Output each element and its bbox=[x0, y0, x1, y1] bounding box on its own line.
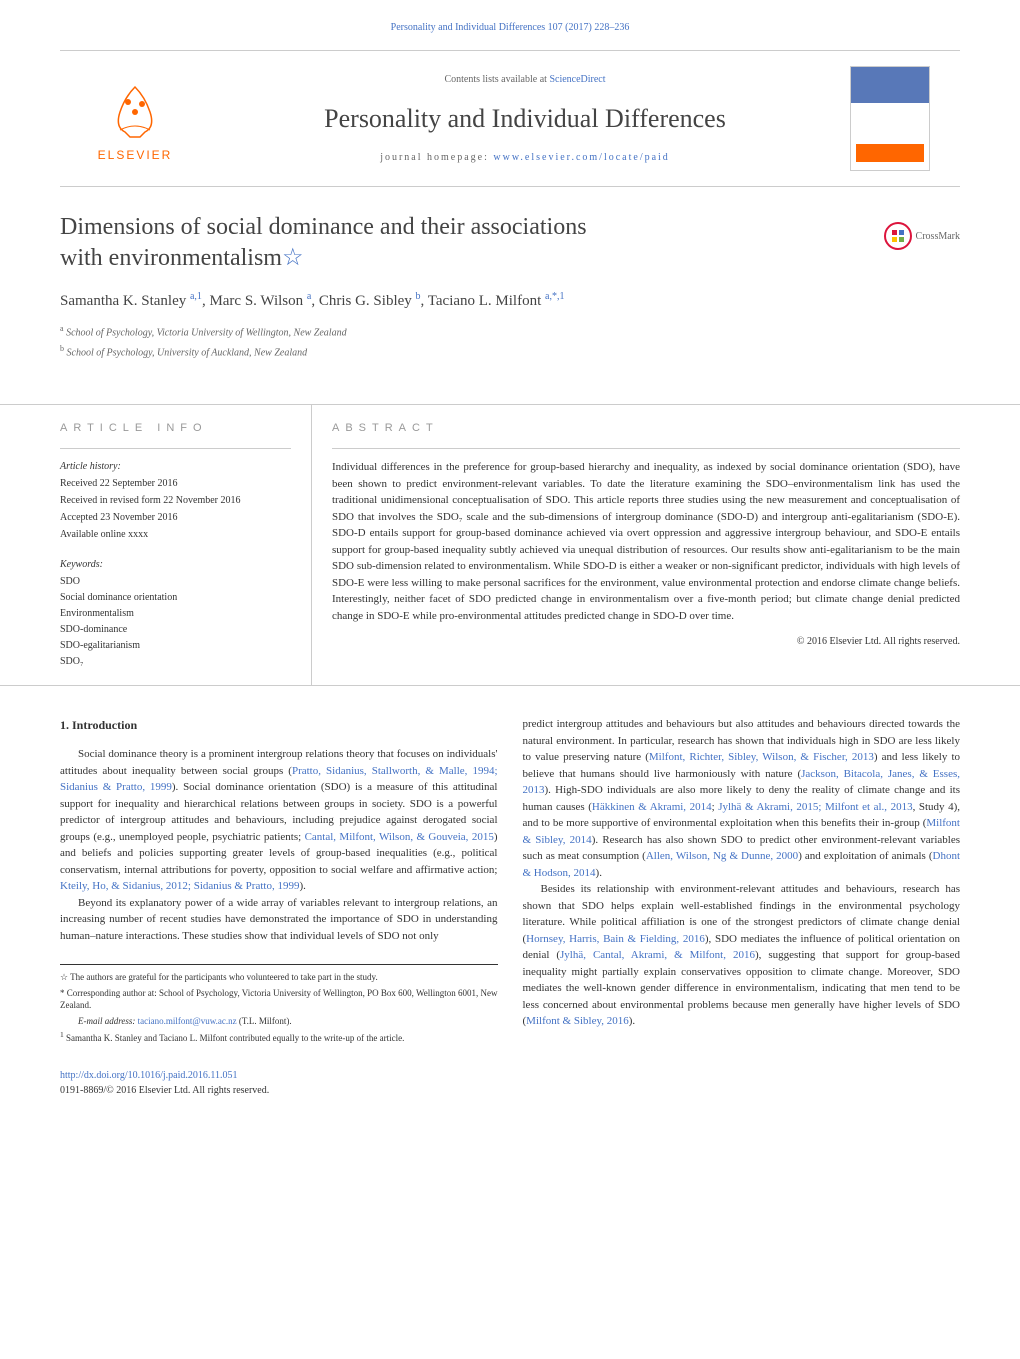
info-abstract-section: article info Article history: Received 2… bbox=[0, 404, 1020, 687]
footnote-1: 1 Samantha K. Stanley and Taciano L. Mil… bbox=[60, 1030, 498, 1045]
running-header: Personality and Individual Differences 1… bbox=[0, 0, 1020, 50]
journal-masthead: ELSEVIER Contents lists available at Sci… bbox=[60, 50, 960, 187]
journal-homepage: journal homepage: www.elsevier.com/locat… bbox=[200, 150, 850, 165]
author3: , Chris G. Sibley bbox=[311, 293, 415, 309]
keyword: SDO-dominance bbox=[60, 622, 291, 637]
abstract-col: abstract Individual differences in the p… bbox=[312, 405, 960, 686]
citation[interactable]: Jylhä & Akrami, 2015; Milfont et al., 20… bbox=[718, 801, 912, 813]
star-note-marker: ☆ bbox=[282, 245, 304, 271]
footnote-corresp: * Corresponding author at: School of Psy… bbox=[60, 987, 498, 1012]
author4: , Taciano L. Milfont bbox=[421, 293, 545, 309]
abstract-copyright: © 2016 Elsevier Ltd. All rights reserved… bbox=[332, 634, 960, 649]
citation[interactable]: Milfont & Sibley, 2016 bbox=[526, 1015, 629, 1027]
sciencedirect-link[interactable]: ScienceDirect bbox=[549, 74, 605, 85]
crossmark-icon bbox=[884, 222, 912, 250]
author2: , Marc S. Wilson bbox=[202, 293, 307, 309]
journal-title: Personality and Individual Differences bbox=[200, 99, 850, 138]
hist-online: Available online xxxx bbox=[60, 527, 291, 542]
keyword: SDO bbox=[60, 574, 291, 589]
section-heading-intro: 1. Introduction bbox=[60, 716, 498, 734]
elsevier-brand: ELSEVIER bbox=[98, 146, 173, 164]
right-column: predict intergroup attitudes and behavio… bbox=[523, 716, 961, 1048]
intro-para1: Social dominance theory is a prominent i… bbox=[60, 746, 498, 895]
hist-revised: Received in revised form 22 November 201… bbox=[60, 493, 291, 508]
fn-email-suffix: (T.L. Milfont). bbox=[237, 1016, 292, 1026]
article-header: CrossMark Dimensions of social dominance… bbox=[0, 212, 1020, 384]
c2p1-f: ) and exploitation of animals ( bbox=[798, 850, 932, 862]
abstract-label: abstract bbox=[332, 420, 960, 437]
left-column: 1. Introduction Social dominance theory … bbox=[60, 716, 498, 1048]
keyword: SDO-egalitarianism bbox=[60, 638, 291, 653]
elsevier-logo: ELSEVIER bbox=[90, 74, 180, 164]
title-line1: Dimensions of social dominance and their… bbox=[60, 214, 587, 240]
author1: Samantha K. Stanley bbox=[60, 293, 190, 309]
intro-para2: Beyond its explanatory power of a wide a… bbox=[60, 895, 498, 945]
abstract-text: Individual differences in the preference… bbox=[332, 459, 960, 624]
citation[interactable]: Allen, Wilson, Ng & Dunne, 2000 bbox=[646, 850, 798, 862]
history-label: Article history: bbox=[60, 459, 291, 474]
homepage-link[interactable]: www.elsevier.com/locate/paid bbox=[493, 152, 669, 163]
c2p2-d: ). bbox=[629, 1015, 635, 1027]
fn-star-text: The authors are grateful for the partici… bbox=[70, 972, 378, 982]
col2-para1: predict intergroup attitudes and behavio… bbox=[523, 716, 961, 881]
authors: Samantha K. Stanley a,1, Marc S. Wilson … bbox=[60, 289, 960, 313]
article-info-col: article info Article history: Received 2… bbox=[60, 405, 312, 686]
fn-corr-text: Corresponding author at: School of Psych… bbox=[60, 988, 498, 1011]
affiliation-b: b School of Psychology, University of Au… bbox=[60, 343, 960, 360]
keywords-label: Keywords: bbox=[60, 557, 291, 572]
fn-email-label: E-mail address: bbox=[78, 1016, 138, 1026]
fn-1-text: Samantha K. Stanley and Taciano L. Milfo… bbox=[66, 1033, 404, 1043]
header-link[interactable]: Personality and Individual Differences 1… bbox=[391, 22, 630, 33]
crossmark-badge[interactable]: CrossMark bbox=[884, 222, 960, 250]
fn-email-link[interactable]: taciano.milfont@vuw.ac.nz bbox=[138, 1016, 237, 1026]
doi-copyright: 0191-8869/© 2016 Elsevier Ltd. All right… bbox=[60, 1083, 960, 1098]
contents-line: Contents lists available at ScienceDirec… bbox=[200, 72, 850, 87]
hist-received: Received 22 September 2016 bbox=[60, 476, 291, 491]
keyword: Social dominance orientation bbox=[60, 590, 291, 605]
keyword: SDO₇ bbox=[60, 654, 291, 669]
author4-sup: a,*,1 bbox=[545, 291, 564, 302]
citation[interactable]: Häkkinen & Akrami, 2014 bbox=[592, 801, 712, 813]
keyword: Environmentalism bbox=[60, 606, 291, 621]
citation[interactable]: Kteily, Ho, & Sidanius, 2012; Sidanius &… bbox=[60, 880, 299, 892]
citation[interactable]: Milfont, Richter, Sibley, Wilson, & Fisc… bbox=[649, 751, 874, 763]
p1-text-d: ). bbox=[299, 880, 305, 892]
footnote-email: E-mail address: taciano.milfont@vuw.ac.n… bbox=[60, 1015, 498, 1028]
title-line2: with environmentalism bbox=[60, 245, 282, 271]
doi-link[interactable]: http://dx.doi.org/10.1016/j.paid.2016.11… bbox=[60, 1070, 238, 1081]
citation[interactable]: Hornsey, Harris, Bain & Fielding, 2016 bbox=[526, 933, 705, 945]
info-label: article info bbox=[60, 420, 291, 437]
citation[interactable]: Cantal, Milfont, Wilson, & Gouveia, 2015 bbox=[305, 831, 494, 843]
homepage-prefix: journal homepage: bbox=[380, 152, 493, 163]
citation[interactable]: Jylhä, Cantal, Akrami, & Milfont, 2016 bbox=[560, 949, 755, 961]
c2p1-g: ). bbox=[596, 867, 602, 879]
footnotes: ☆ The authors are grateful for the parti… bbox=[60, 964, 498, 1045]
p2-text: Beyond its explanatory power of a wide a… bbox=[60, 897, 498, 942]
hist-accepted: Accepted 23 November 2016 bbox=[60, 510, 291, 525]
footnote-star: ☆ The authors are grateful for the parti… bbox=[60, 971, 498, 984]
aff-b-text: School of Psychology, University of Auck… bbox=[67, 348, 308, 359]
contents-prefix: Contents lists available at bbox=[444, 74, 549, 85]
article-title: Dimensions of social dominance and their… bbox=[60, 212, 960, 274]
crossmark-label: CrossMark bbox=[916, 229, 960, 244]
body-columns: 1. Introduction Social dominance theory … bbox=[0, 686, 1020, 1068]
affiliation-a: a School of Psychology, Victoria Univers… bbox=[60, 323, 960, 340]
journal-info: Contents lists available at ScienceDirec… bbox=[200, 72, 850, 165]
col2-para2: Besides its relationship with environmen… bbox=[523, 881, 961, 1030]
elsevier-tree-icon bbox=[100, 82, 170, 142]
aff-a-text: School of Psychology, Victoria Universit… bbox=[66, 327, 347, 338]
journal-cover-thumb bbox=[850, 66, 930, 171]
doi-block: http://dx.doi.org/10.1016/j.paid.2016.11… bbox=[0, 1068, 1020, 1118]
author1-sup: a,1 bbox=[190, 291, 202, 302]
